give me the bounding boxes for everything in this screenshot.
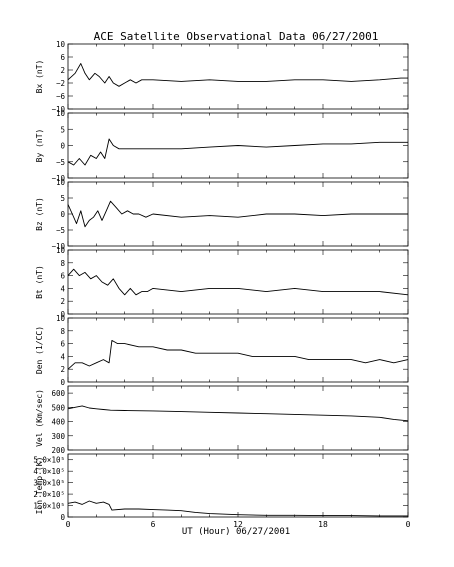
temp-series-line-0 (67, 500, 408, 517)
bz-ylabel: Bz (nT) (35, 197, 44, 231)
bx-ytick-label: −10 (51, 105, 65, 114)
x-axis-title: UT (Hour) 06/27/2001 (182, 527, 290, 537)
x-tick-label: 12 (233, 520, 243, 529)
panels: −10 −6 −2 2 6 10 Bx (nT) −10 −5 0 5 10 By (nT) −10 −5 0… (33, 40, 410, 529)
temp-ytick-label: 1.0×10⁵ (33, 502, 65, 511)
vel-ytick-label: 500 (51, 403, 65, 412)
vel-panel-frame (67, 385, 409, 451)
bt-ytick-label: 10 (56, 246, 66, 255)
x-tick-label: 0 (66, 520, 71, 529)
temp-ytick-label: 4.0×10⁵ (33, 467, 65, 476)
bx-series-line-0 (67, 63, 408, 87)
by-ylabel: By (nT) (35, 129, 44, 163)
bt-panel-frame (67, 249, 409, 315)
vel-ytick-label: 600 (51, 389, 65, 398)
temp-ylabel: Ion Temp (K) (35, 457, 44, 515)
by-ytick-label: 0 (60, 142, 65, 151)
bx-ytick-label: 6 (60, 53, 65, 62)
bz-ytick-label: −10 (51, 242, 65, 251)
x-tick-label: 18 (318, 520, 328, 529)
bx-ytick-label: 2 (60, 66, 65, 75)
bz-ytick-label: 0 (60, 210, 65, 219)
vel-ytick-label: 400 (51, 418, 65, 427)
bz-series-line-0 (67, 200, 408, 228)
bt-ylabel: Bt (nT) (35, 265, 44, 299)
bt-series-line-0 (67, 268, 409, 296)
den-ytick-label: 8 (60, 327, 65, 336)
den-ytick-label: 2 (60, 365, 65, 374)
den-ytick-label: 0 (60, 378, 65, 387)
temp-ytick-label: 5.0×10⁵ (33, 456, 65, 465)
vel-ytick-label: 300 (51, 432, 65, 441)
temp-panel-frame (67, 453, 409, 518)
bt-ytick-label: 4 (60, 284, 65, 293)
bz-ytick-label: −5 (56, 226, 65, 235)
by-ytick-label: 10 (56, 109, 66, 118)
figure-title: ACE Satellite Observational Data 06/27/2… (94, 30, 379, 43)
x-tick-label: 0 (406, 520, 411, 529)
by-ytick-label: −10 (51, 174, 65, 183)
den-ytick-label: 6 (60, 340, 65, 349)
temp-ytick-label: 2.0×10⁵ (33, 490, 65, 499)
by-series-line-0 (67, 138, 408, 166)
bx-ytick-label: −6 (56, 92, 66, 101)
den-ylabel: Den (1/CC) (35, 326, 44, 374)
bt-ytick-label: 0 (60, 310, 65, 319)
by-ytick-label: −5 (56, 158, 65, 167)
bt-ytick-label: 8 (60, 259, 65, 268)
den-series-line-0 (67, 339, 409, 370)
temp-ytick-label: 3.0×10⁵ (33, 479, 65, 488)
by-ytick-label: 5 (60, 125, 65, 134)
bx-ytick-label: −2 (56, 79, 65, 88)
bt-ytick-label: 6 (60, 272, 65, 281)
den-panel-frame (67, 317, 409, 383)
vel-ylabel: Vel (Km/sec) (35, 389, 44, 447)
x-tick-label: 6 (151, 520, 156, 529)
bz-ytick-label: 10 (56, 178, 66, 187)
bx-panel-frame (67, 43, 409, 110)
bz-ytick-label: 5 (60, 194, 65, 203)
bx-ylabel: Bx (nT) (35, 60, 44, 94)
vel-series-line-0 (67, 405, 409, 422)
vel-ytick-label: 200 (51, 446, 65, 455)
den-ytick-label: 10 (56, 314, 66, 323)
bt-ytick-label: 2 (60, 297, 65, 306)
den-ytick-label: 4 (60, 352, 65, 361)
bx-ytick-label: 10 (56, 40, 66, 49)
temp-ytick-label: 0 (60, 513, 65, 522)
